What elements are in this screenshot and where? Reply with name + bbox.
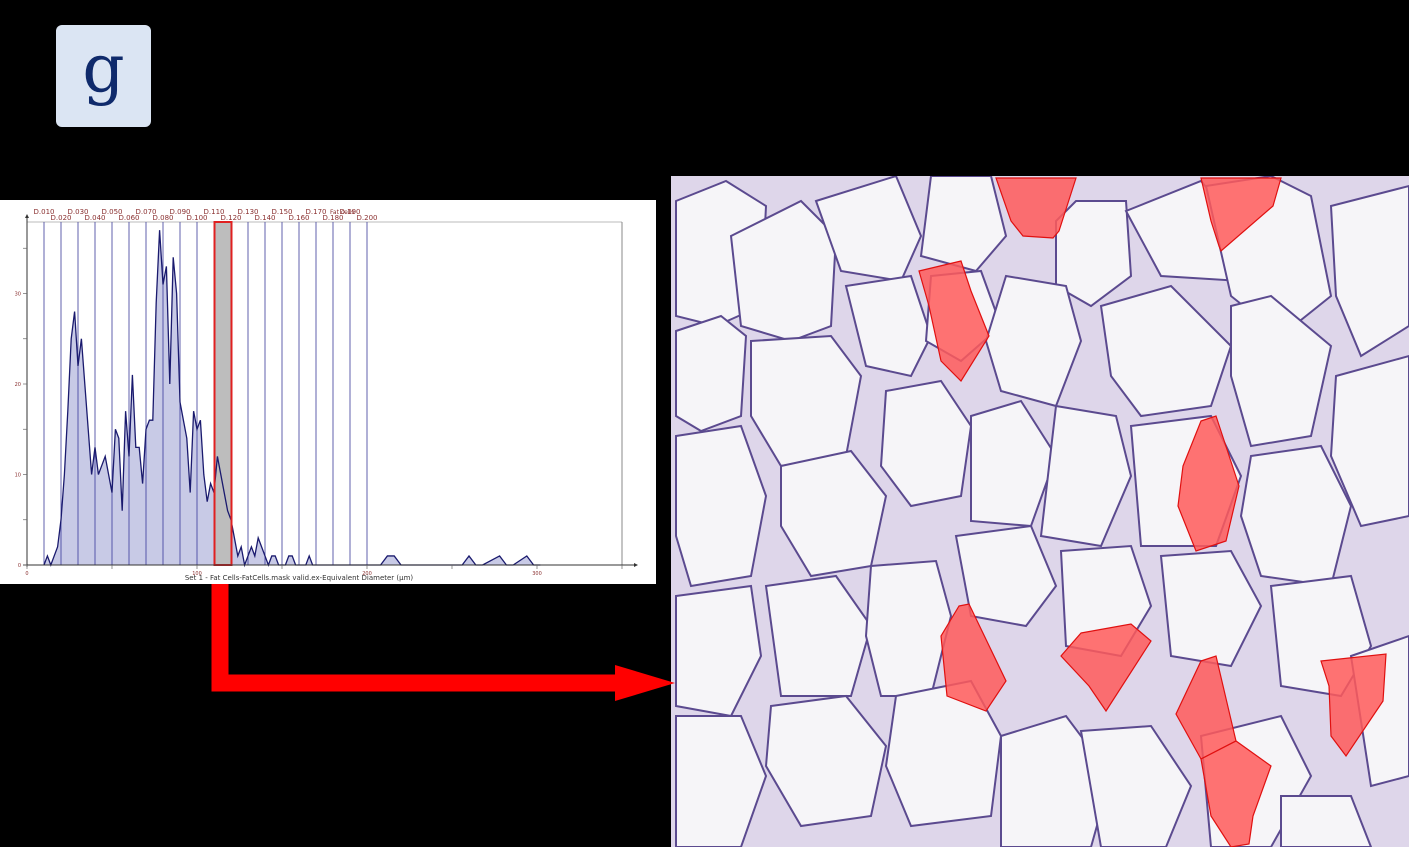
- svg-text:30: 30: [15, 292, 21, 298]
- svg-text:0: 0: [25, 571, 28, 577]
- highlighted-cell: [1200, 740, 1272, 847]
- svg-text:300: 300: [532, 571, 542, 577]
- svg-text:D.020: D.020: [51, 214, 72, 222]
- adipose-micrograph: [671, 176, 1409, 847]
- svg-text:D.090: D.090: [170, 208, 191, 216]
- highlighted-cell: [1320, 653, 1387, 758]
- highlighted-cell: [1060, 623, 1152, 713]
- micrograph-svg: [671, 176, 1409, 847]
- svg-text:D.150: D.150: [272, 208, 293, 216]
- diameter-histogram: D.010 D.020 D.030 D.040 D.050 D.060 D.070 D.080…: [0, 200, 656, 584]
- svg-text:D.110: D.110: [204, 208, 225, 216]
- panel-label-badge: g: [56, 25, 151, 127]
- svg-text:D.040: D.040: [85, 214, 106, 222]
- svg-text:100: 100: [192, 571, 202, 577]
- highlighted-cell: [995, 177, 1077, 239]
- svg-text:0: 0: [18, 563, 21, 569]
- svg-text:D.050: D.050: [102, 208, 123, 216]
- highlighted-cell: [1200, 177, 1282, 253]
- svg-text:D.190: D.190: [340, 208, 361, 216]
- histogram-svg: D.010D.020D.030D.040D.050D.060D.070D.080…: [15, 208, 638, 582]
- svg-text:D.130: D.130: [238, 208, 259, 216]
- svg-text:D.080: D.080: [153, 214, 174, 222]
- svg-text:D.060: D.060: [119, 214, 140, 222]
- svg-text:D.100: D.100: [187, 214, 208, 222]
- arrow-head-icon: [615, 665, 675, 701]
- panel-label: g: [82, 30, 125, 107]
- svg-text:200: 200: [362, 571, 372, 577]
- svg-text:D.120: D.120: [221, 214, 242, 222]
- svg-text:10: 10: [15, 473, 21, 479]
- svg-text:D.170: D.170: [306, 208, 327, 216]
- svg-text:D.200: D.200: [357, 214, 378, 222]
- svg-text:D.010: D.010: [34, 208, 55, 216]
- svg-text:D.030: D.030: [68, 208, 89, 216]
- svg-text:D.160: D.160: [289, 214, 310, 222]
- svg-text:D.070: D.070: [136, 208, 157, 216]
- svg-text:D.140: D.140: [255, 214, 276, 222]
- highlighted-cell: [940, 603, 1007, 712]
- svg-text:Set 1 - Fat Cells-FatCells.mas: Set 1 - Fat Cells-FatCells.mask valid.ex…: [185, 574, 414, 582]
- highlighted-cell: [1177, 415, 1240, 552]
- highlighted-cell: [918, 260, 990, 382]
- highlighted-cells: [918, 177, 1387, 847]
- svg-text:20: 20: [15, 382, 21, 388]
- svg-text:Fat cells: Fat cells: [330, 209, 354, 216]
- svg-text:D.180: D.180: [323, 214, 344, 222]
